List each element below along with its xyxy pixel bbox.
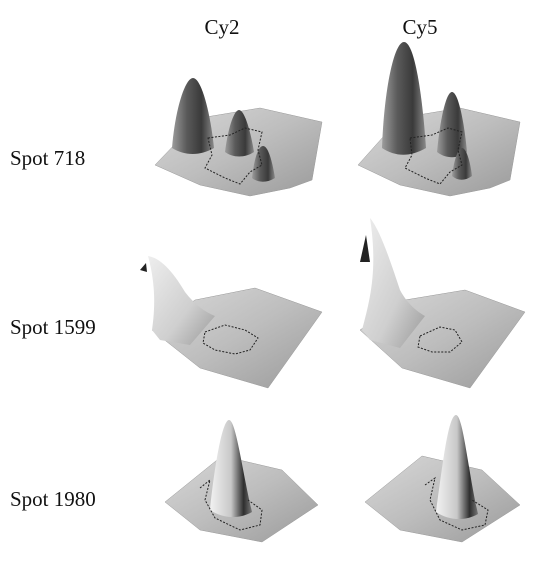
surface-plot bbox=[360, 218, 525, 388]
figure: Cy2 Cy5 Spot 718 Spot 1599 Spot 1980 bbox=[0, 0, 533, 569]
row-label: Spot 1599 bbox=[10, 315, 96, 339]
row-label: Spot 718 bbox=[10, 146, 85, 170]
surface-plot bbox=[155, 78, 322, 196]
surface-plot bbox=[365, 415, 520, 542]
column-header: Cy5 bbox=[402, 15, 437, 39]
surface-plot bbox=[358, 42, 520, 196]
surface-plot bbox=[140, 256, 322, 388]
peak bbox=[437, 92, 467, 157]
peak bbox=[172, 78, 214, 154]
spike bbox=[360, 235, 370, 262]
surface-plot bbox=[165, 420, 318, 542]
row-label: Spot 1980 bbox=[10, 487, 96, 511]
peak bbox=[382, 42, 426, 155]
column-header: Cy2 bbox=[204, 15, 239, 39]
peak bbox=[436, 415, 478, 519]
spike bbox=[140, 263, 147, 272]
